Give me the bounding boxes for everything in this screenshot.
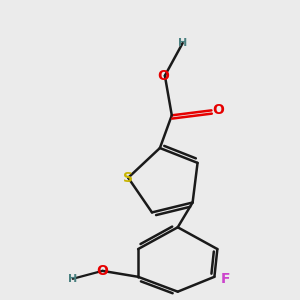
- Text: O: O: [97, 264, 108, 278]
- Text: H: H: [178, 38, 187, 48]
- Text: S: S: [123, 171, 133, 185]
- Text: F: F: [220, 272, 230, 286]
- Text: O: O: [158, 69, 169, 83]
- Text: O: O: [212, 103, 224, 117]
- Text: H: H: [68, 274, 77, 284]
